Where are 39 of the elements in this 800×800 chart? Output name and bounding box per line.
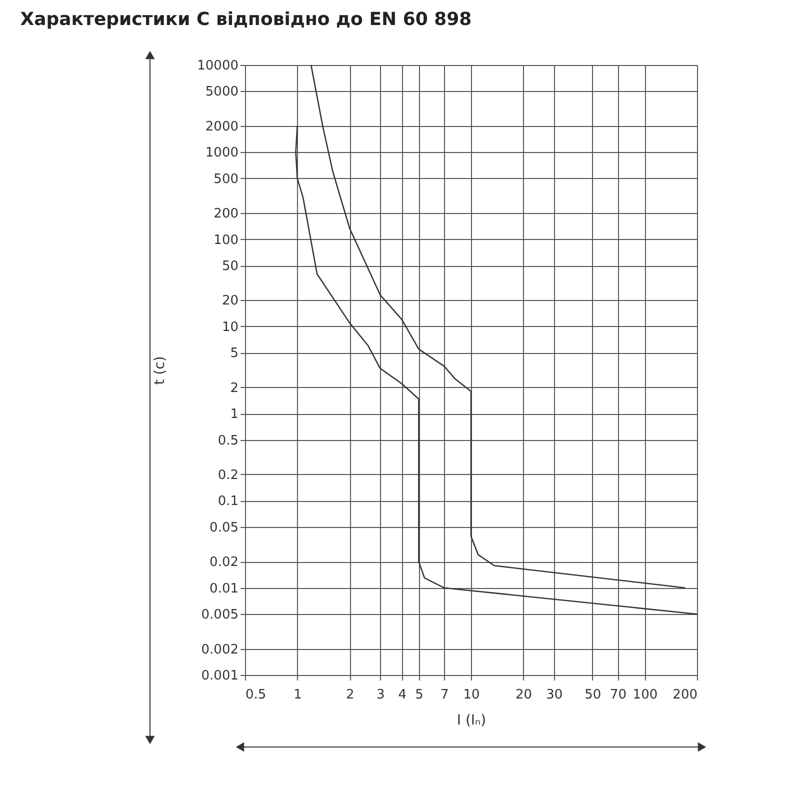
y-tick-label: 100 xyxy=(214,232,238,248)
x-tick-label: 30 xyxy=(546,688,563,702)
y-tick-label: 0.05 xyxy=(210,520,238,536)
y-tick-label: 0.5 xyxy=(218,433,238,448)
y-tick-label: 10 xyxy=(222,320,238,335)
y-tick-label: 0.002 xyxy=(201,642,238,658)
y-tick-label: 0.005 xyxy=(201,608,238,623)
x-tick-label: 1 xyxy=(294,688,302,702)
y-tick-label: 5000 xyxy=(205,84,238,100)
y-tick-label: 10000 xyxy=(197,58,238,74)
x-tick-label: 70 xyxy=(610,688,627,702)
x-tick-label: 3 xyxy=(376,688,385,702)
x-tick-label: 5 xyxy=(415,688,424,702)
y-tick-label: 0.2 xyxy=(218,468,238,483)
y-tick-label: 200 xyxy=(214,206,238,222)
x-tick-label: 10 xyxy=(463,688,480,702)
y-tick-label: 0.02 xyxy=(210,555,238,570)
y-tick-label: 50 xyxy=(222,259,238,274)
x-axis-title: I (Iₙ) xyxy=(456,712,486,728)
chart-title: Характеристики C відповідно до EN 60 898 xyxy=(20,8,472,30)
y-tick-label: 1000 xyxy=(205,146,238,161)
y-axis-title: t (c) xyxy=(152,356,168,385)
x-tick-label: 20 xyxy=(516,688,532,702)
x-tick-label: 4 xyxy=(398,688,407,702)
y-tick-label: 1 xyxy=(230,407,238,422)
x-tick-label: 50 xyxy=(584,688,602,702)
y-tick-label: 5 xyxy=(230,346,238,362)
y-tick-label: 0.001 xyxy=(201,668,238,684)
y-tick-label: 2000 xyxy=(205,119,238,134)
y-tick-label: 0.01 xyxy=(210,581,238,596)
x-tick-label: 2 xyxy=(346,688,354,702)
x-tick-label: 100 xyxy=(632,688,658,702)
x-tick-label: 0.5 xyxy=(246,688,266,702)
y-tick-label: 20 xyxy=(222,294,238,309)
y-tick-label: 0.1 xyxy=(218,494,238,510)
x-tick-label: 7 xyxy=(440,688,449,702)
y-tick-label: 500 xyxy=(214,172,238,187)
x-tick-label: 200 xyxy=(672,688,698,702)
y-tick-label: 2 xyxy=(230,380,238,396)
